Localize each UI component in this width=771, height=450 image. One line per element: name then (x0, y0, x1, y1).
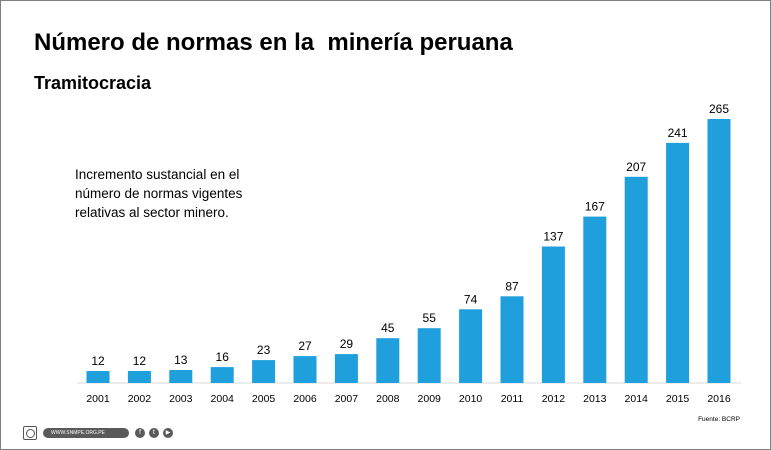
youtube-icon[interactable]: ▶ (163, 428, 173, 438)
data-label-2014: 207 (626, 160, 646, 174)
data-label-2007: 29 (340, 337, 354, 351)
bar-2011 (500, 296, 524, 383)
bar-2004 (210, 367, 234, 383)
x-tick-label-2010: 2010 (459, 393, 483, 405)
snmpe-logo-icon (23, 426, 37, 440)
bar-2015 (666, 142, 690, 383)
bar-2005 (252, 360, 276, 383)
data-label-2010: 74 (464, 292, 478, 306)
x-tick-label-2008: 2008 (376, 393, 400, 405)
chart-annotation: Incremento sustancial en el número de no… (75, 167, 243, 220)
bar-2007 (334, 354, 358, 383)
x-tick-label-2004: 2004 (211, 393, 235, 405)
bar-2008 (376, 338, 400, 383)
bar-2001 (86, 371, 110, 383)
x-tick-label-2015: 2015 (666, 393, 690, 405)
data-label-2004: 16 (216, 350, 230, 364)
data-label-2001: 12 (91, 354, 105, 368)
data-label-2006: 27 (298, 339, 312, 353)
data-label-2002: 12 (133, 354, 147, 368)
bar-2012 (541, 246, 565, 383)
x-tick-label-2001: 2001 (86, 393, 110, 405)
x-tick-label-2012: 2012 (542, 393, 566, 405)
x-tick-label-2011: 2011 (501, 393, 524, 405)
bar-2009 (417, 328, 441, 383)
bar-2002 (127, 371, 151, 383)
bar-2003 (169, 370, 193, 383)
bar-2016 (707, 119, 731, 383)
source-note: Fuente: BCRP (698, 416, 740, 423)
x-tick-label-2016: 2016 (707, 393, 731, 405)
x-tick-label-2014: 2014 (625, 393, 649, 405)
x-tick-label-2005: 2005 (252, 393, 276, 405)
data-label-2008: 45 (381, 321, 395, 335)
bar-2010 (459, 309, 483, 383)
data-label-2015: 241 (668, 126, 688, 140)
x-tick-label-2003: 2003 (169, 393, 193, 405)
facebook-icon[interactable]: f (135, 428, 145, 438)
data-label-2011: 87 (505, 279, 519, 293)
data-label-2016: 265 (709, 102, 729, 116)
data-label-2009: 55 (423, 311, 437, 325)
page-title: Número de normas en la minería peruana (34, 29, 513, 56)
page-subtitle: Tramitocracia (34, 73, 152, 93)
x-tick-label-2009: 2009 (418, 393, 442, 405)
footer: WWW.SNMPE.ORG.PE f t ▶ (23, 426, 177, 440)
data-label-2003: 13 (174, 353, 188, 367)
x-tick-label-2002: 2002 (128, 393, 152, 405)
x-tick-label-2007: 2007 (335, 393, 359, 405)
bar-2013 (583, 216, 607, 383)
bar-2014 (624, 176, 648, 383)
data-label-2012: 137 (543, 230, 563, 244)
x-tick-label-2013: 2013 (583, 393, 607, 405)
data-label-2013: 167 (585, 200, 605, 214)
bar-2006 (293, 356, 317, 383)
twitter-icon[interactable]: t (149, 428, 159, 438)
website-link[interactable]: WWW.SNMPE.ORG.PE (43, 428, 129, 438)
x-tick-label-2006: 2006 (293, 393, 317, 405)
data-label-2005: 23 (257, 343, 271, 357)
